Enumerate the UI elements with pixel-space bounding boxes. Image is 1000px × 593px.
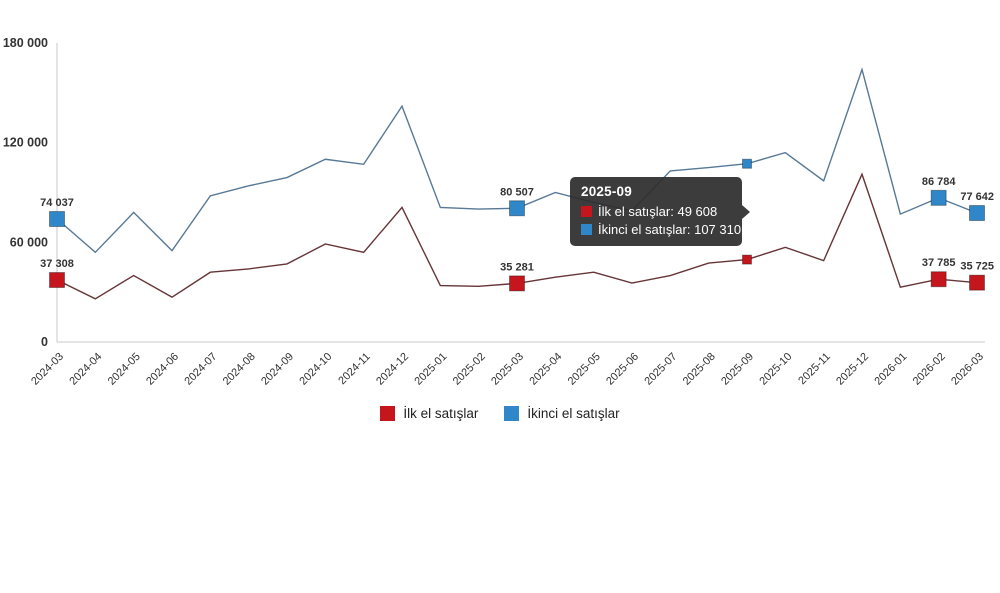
data-point-label: 37 308 [40,258,74,270]
data-point-label: 80 507 [500,186,534,198]
legend-label-first-hand: İlk el satışlar [403,406,479,421]
second-hand-swatch-icon [581,224,592,235]
data-point-marker[interactable] [509,275,525,292]
data-point-label: 74 037 [40,197,74,209]
data-point-label: 35 281 [500,261,534,273]
y-axis-tick-label: 0 [41,335,48,349]
first-hand-swatch-icon [581,206,592,217]
data-point-marker[interactable] [49,272,65,289]
data-point-label: 35 725 [960,261,994,273]
data-point-marker[interactable] [930,189,947,206]
legend-item-first-hand[interactable]: İlk el satışlar [380,406,478,421]
x-axis-tick-label: 2026-03 [949,351,986,388]
x-axis-tick-label: 2024-11 [336,351,372,387]
y-axis-tick-label: 180 000 [3,36,48,50]
x-axis-tick-label: 2024-08 [221,351,258,388]
x-axis-tick-label: 2026-02 [911,351,948,388]
tooltip-second-hand-text: İkinci el satışlar: 107 310 [598,222,742,237]
x-axis-tick-label: 2025-05 [566,351,603,388]
x-axis-tick-label: 2025-12 [834,351,871,388]
x-axis-tick-label: 2024-04 [67,351,104,388]
x-axis-tick-label: 2025-04 [527,351,564,388]
data-point-label: 77 642 [960,191,994,203]
x-axis-tick-label: 2025-03 [489,351,526,388]
x-axis-tick-label: 2025-10 [757,351,794,388]
legend-label-second-hand: İkinci el satışlar [527,406,620,421]
data-point-label: 86 784 [922,176,957,188]
x-axis-tick-label: 2025-09 [719,351,756,388]
x-axis-tick-label: 2024-12 [374,351,411,388]
tooltip-first-hand-text: İlk el satışlar: 49 608 [598,204,718,219]
data-point-marker[interactable] [969,274,985,291]
y-axis-tick-label: 120 000 [3,136,48,150]
first-hand-legend-swatch-icon [380,406,396,421]
data-point-marker[interactable] [969,205,985,222]
second-hand-legend-swatch-icon [504,406,520,421]
hover-tooltip: 2025-09 İlk el satışlar: 49 608 İkinci e… [570,177,750,246]
x-axis-tick-label: 2026-01 [872,351,909,388]
x-axis-tick-label: 2024-03 [29,351,66,388]
x-axis-tick-label: 2024-10 [297,351,334,388]
tooltip-row-second-hand: İkinci el satışlar: 107 310 [581,222,741,237]
x-axis-tick-label: 2025-08 [681,351,718,388]
x-axis-tick-label: 2025-06 [604,351,641,388]
data-point-marker[interactable] [49,211,65,228]
x-axis-tick-label: 2024-07 [182,351,219,388]
data-point-label: 37 785 [922,257,956,269]
x-axis-tick-label: 2024-06 [144,351,181,388]
tooltip-pointer-icon [742,204,750,219]
chart-legend: İlk el satışlar İkinci el satışlar [0,406,1000,421]
data-point-marker[interactable] [930,271,947,288]
legend-item-second-hand[interactable]: İkinci el satışlar [504,406,620,421]
x-axis-tick-label: 2025-07 [642,351,679,388]
data-point-marker[interactable] [509,200,525,217]
y-axis-tick-label: 60 000 [10,235,48,249]
x-axis-tick-label: 2025-02 [451,351,488,388]
x-axis-tick-label: 2024-09 [259,351,296,388]
tooltip-row-first-hand: İlk el satışlar: 49 608 [581,204,731,219]
x-axis-tick-label: 2025-11 [796,351,832,387]
x-axis-tick-label: 2025-01 [412,351,449,388]
hovered-data-point-marker[interactable] [742,254,752,265]
hovered-data-point-marker[interactable] [742,158,752,169]
x-axis-tick-label: 2024-05 [106,351,143,388]
tooltip-category-title: 2025-09 [581,184,632,199]
